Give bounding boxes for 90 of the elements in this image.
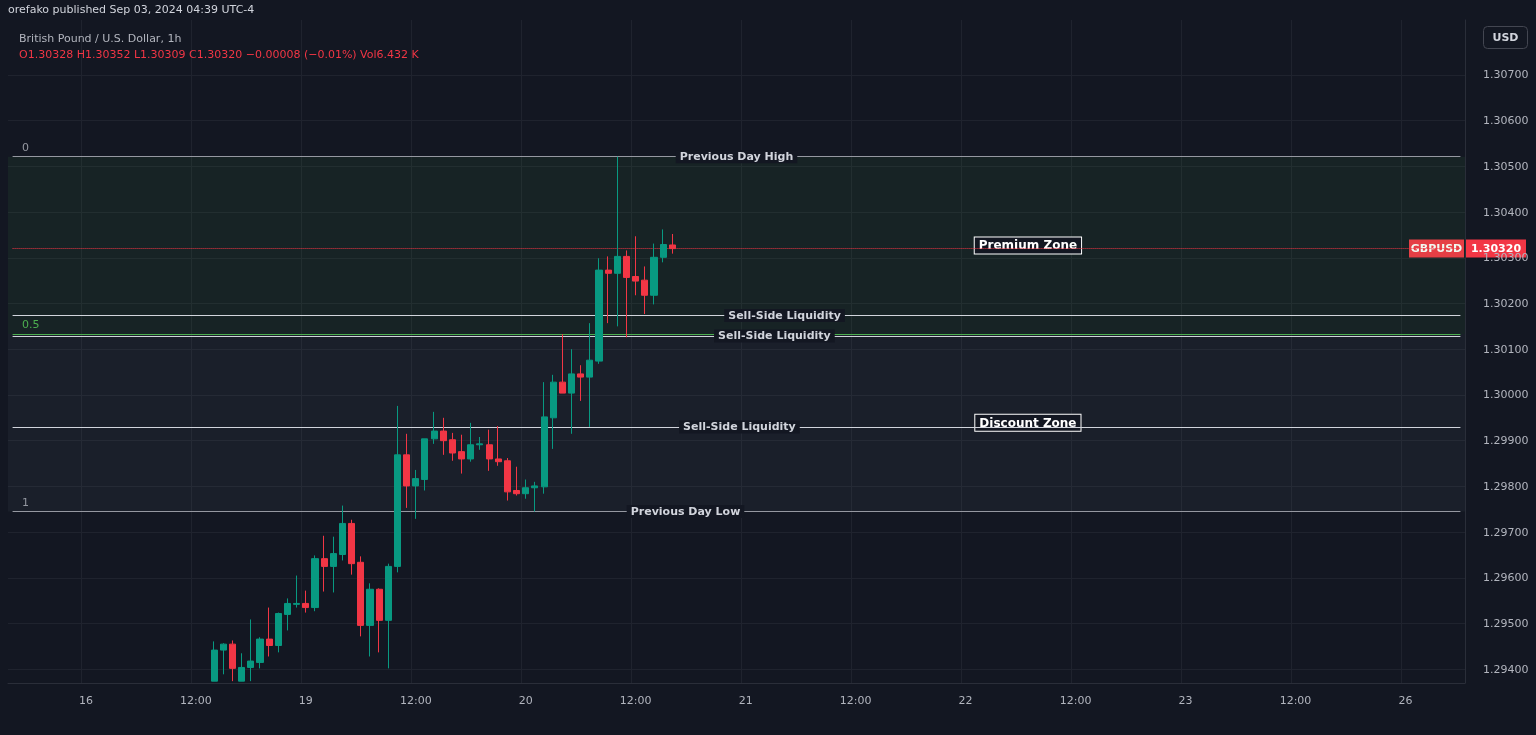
- candlestick: [458, 434, 465, 475]
- candlestick: [476, 436, 483, 451]
- annotation: 0: [22, 140, 29, 154]
- x-tick-label: 12:00: [1279, 694, 1312, 707]
- annotation: 0.5: [22, 318, 40, 332]
- x-tick-label: 21: [738, 694, 753, 707]
- y-tick-label: 1.29800: [1483, 479, 1529, 493]
- x-tick-label: 12:00: [399, 694, 432, 707]
- candlestick: [284, 597, 291, 631]
- candlestick: [220, 642, 227, 675]
- ref-line-label: Previous Day Low: [630, 505, 741, 519]
- candlestick: [266, 607, 273, 657]
- y-axis-title: USD: [1492, 31, 1519, 44]
- ref-line-label: GBPUSD: [1410, 242, 1463, 256]
- y-tick-label: 1.30000: [1483, 388, 1529, 402]
- candlestick: [467, 422, 474, 463]
- y-tick-label: 1.30500: [1483, 159, 1529, 173]
- candlestick: [595, 257, 603, 365]
- ref-line-label: Sell-Side Liquidity: [728, 308, 841, 322]
- candlestick: [238, 652, 245, 682]
- candlestick: [531, 481, 538, 513]
- candlestick: [421, 438, 428, 491]
- text: orefako published Sep 03, 2024 04:39 UTC-4: [8, 3, 255, 16]
- x-tick-label: 20: [518, 694, 533, 707]
- x-tick-label: 12:00: [839, 694, 872, 707]
- candlestick: [431, 411, 438, 445]
- candlestick: [605, 255, 612, 324]
- y-tick-label: 1.29400: [1483, 662, 1529, 676]
- candlestick: [660, 228, 667, 263]
- candlestick: [275, 612, 282, 653]
- y-tick-label: 1.30600: [1483, 114, 1529, 128]
- candlestick: [650, 243, 658, 305]
- candlestick: [568, 348, 575, 435]
- candlestick: [394, 405, 401, 573]
- annotation: 1: [22, 495, 29, 509]
- x-tick-label: 12:00: [180, 694, 212, 707]
- y-tick-label: 1.30100: [1483, 342, 1529, 356]
- text: British Pound / U.S. Dollar, 1h: [19, 32, 182, 45]
- ref-line-label: Sell-Side Liquidity: [683, 420, 796, 434]
- candlestick: [586, 322, 593, 428]
- candlestick: [357, 555, 364, 637]
- candlestick: [229, 639, 236, 682]
- y-tick-label: 1.30400: [1483, 205, 1529, 219]
- candlestick: [302, 590, 309, 614]
- candlestick: [559, 333, 566, 394]
- candlestick: [641, 265, 648, 315]
- x-tick-label: 12:00: [1059, 694, 1092, 707]
- x-tick-label: 19: [298, 694, 313, 707]
- y-tick-label: 1.30200: [1483, 296, 1529, 310]
- candlestick: [504, 457, 511, 502]
- band-label: Premium Zone: [978, 238, 1078, 253]
- text: O1.30328 H1.30352 L1.30309 C1.30320 −0.00008 (−0.01%) Vol6.432 K: [19, 48, 420, 61]
- y-tick-label: 1.29600: [1483, 571, 1529, 585]
- candlestick: [614, 156, 621, 327]
- candlestick: [513, 466, 520, 497]
- x-tick-label: 26: [1398, 694, 1413, 707]
- y-tick-label: 1.29900: [1483, 434, 1529, 448]
- x-tick-label: 22: [958, 694, 973, 707]
- candlestick: [412, 469, 419, 520]
- candlestick: [486, 429, 493, 472]
- candlestick: [247, 618, 254, 682]
- candlestick: [321, 535, 328, 593]
- candlestick: [550, 374, 557, 450]
- candlestick: [403, 433, 410, 509]
- candlestick: [440, 417, 447, 456]
- x-tick-label: 12:00: [619, 694, 652, 707]
- x-tick-label: 23: [1178, 694, 1193, 707]
- candlestick: [623, 249, 630, 338]
- candlestick: [522, 479, 529, 500]
- candlestick: [541, 381, 548, 495]
- candlestick: [366, 582, 374, 657]
- candlestick: [311, 554, 319, 612]
- candlestick: [495, 425, 502, 467]
- candlestick: [339, 505, 346, 561]
- candlestick: [577, 364, 584, 402]
- candlestick: [211, 640, 218, 682]
- ref-line-label: Sell-Side Liquidity: [718, 329, 831, 343]
- ref-line-label: Previous Day High: [679, 150, 794, 164]
- candlestick: [330, 536, 337, 593]
- band-label: Discount Zone: [979, 415, 1077, 430]
- candlestick: [385, 563, 392, 669]
- candlestick: [256, 636, 264, 669]
- y-tick-label: 1.29500: [1483, 617, 1529, 631]
- candlestick: [348, 519, 355, 576]
- candlestick: [449, 432, 456, 462]
- x-tick-label: 16: [78, 694, 93, 707]
- y-tick-label: 1.29700: [1483, 525, 1529, 539]
- candlestick: [293, 575, 300, 609]
- y-tick-label: 1.30700: [1483, 68, 1529, 82]
- candlestick: [376, 587, 383, 653]
